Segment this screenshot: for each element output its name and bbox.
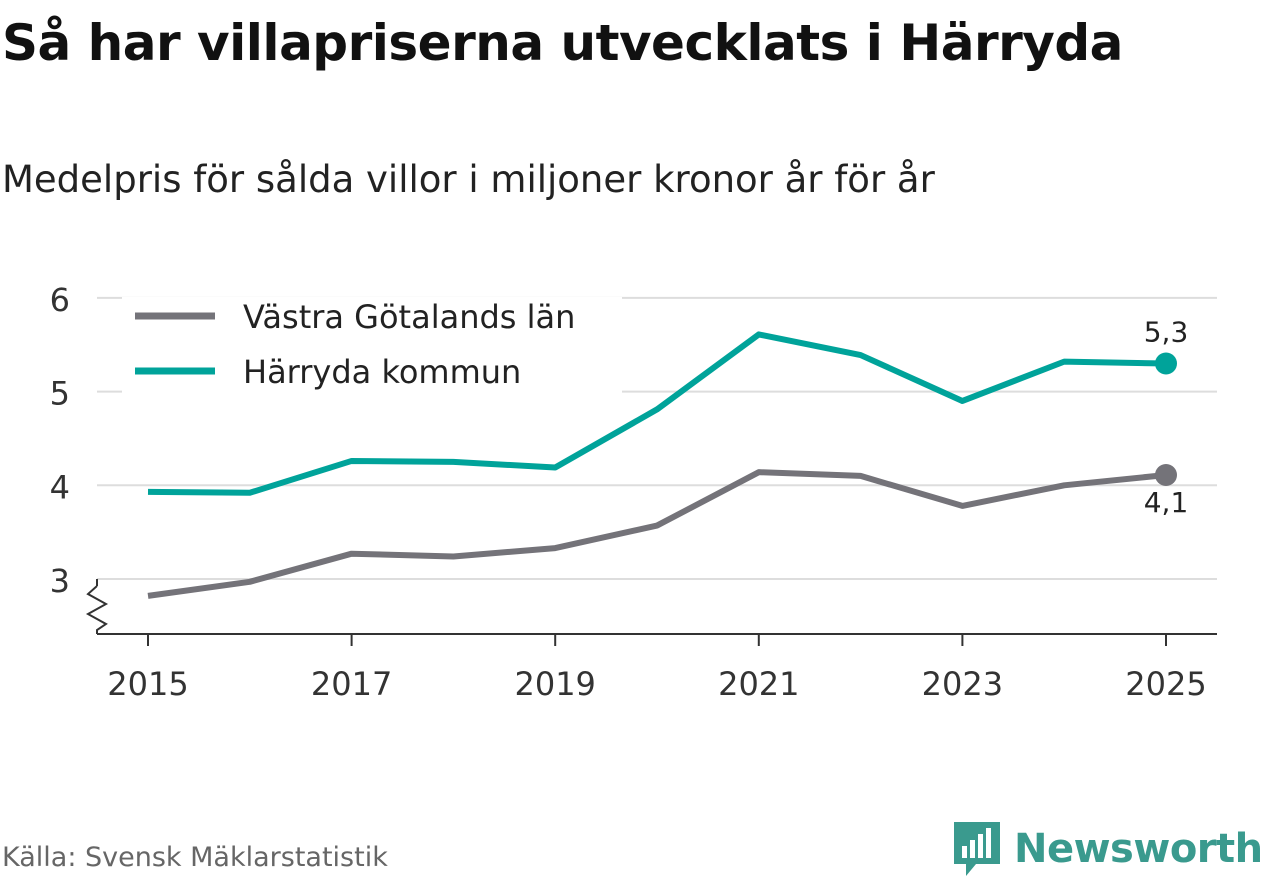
axis-break-icon xyxy=(85,585,109,634)
x-tick-label: 2023 xyxy=(922,665,1003,703)
x-tick-label: 2015 xyxy=(107,665,188,703)
end-point-marker xyxy=(1155,463,1177,486)
y-tick-label: 3 xyxy=(50,562,70,600)
end-point-marker xyxy=(1155,352,1177,375)
logo-icon xyxy=(954,822,1000,876)
end-value-label: 4,1 xyxy=(1144,486,1189,519)
series-line-1 xyxy=(147,331,1167,496)
end-value-label: 5,3 xyxy=(1144,315,1189,348)
y-tick-label: 4 xyxy=(50,468,70,506)
x-tick-label: 2017 xyxy=(311,665,392,703)
x-tick-label: 2019 xyxy=(514,665,595,703)
x-tick-label: 2025 xyxy=(1125,665,1206,703)
source-note: Källa: Svensk Mäklarstatistik xyxy=(2,842,388,873)
y-tick-label: 5 xyxy=(50,375,70,413)
legend-label: Västra Götalands län xyxy=(243,298,575,336)
series-line-0 xyxy=(147,469,1167,599)
chart-title: Så har villapriserna utvecklats i Härryd… xyxy=(2,14,1123,72)
chart-subtitle: Medelpris för sålda villor i miljoner kr… xyxy=(2,158,935,201)
brand-name: Newsworthy xyxy=(1014,826,1262,872)
legend-label: Härryda kommun xyxy=(243,353,521,391)
y-tick-label: 6 xyxy=(50,281,70,319)
x-tick-label: 2021 xyxy=(718,665,799,703)
newsworthy-logo: Newsworthy xyxy=(952,820,1262,878)
